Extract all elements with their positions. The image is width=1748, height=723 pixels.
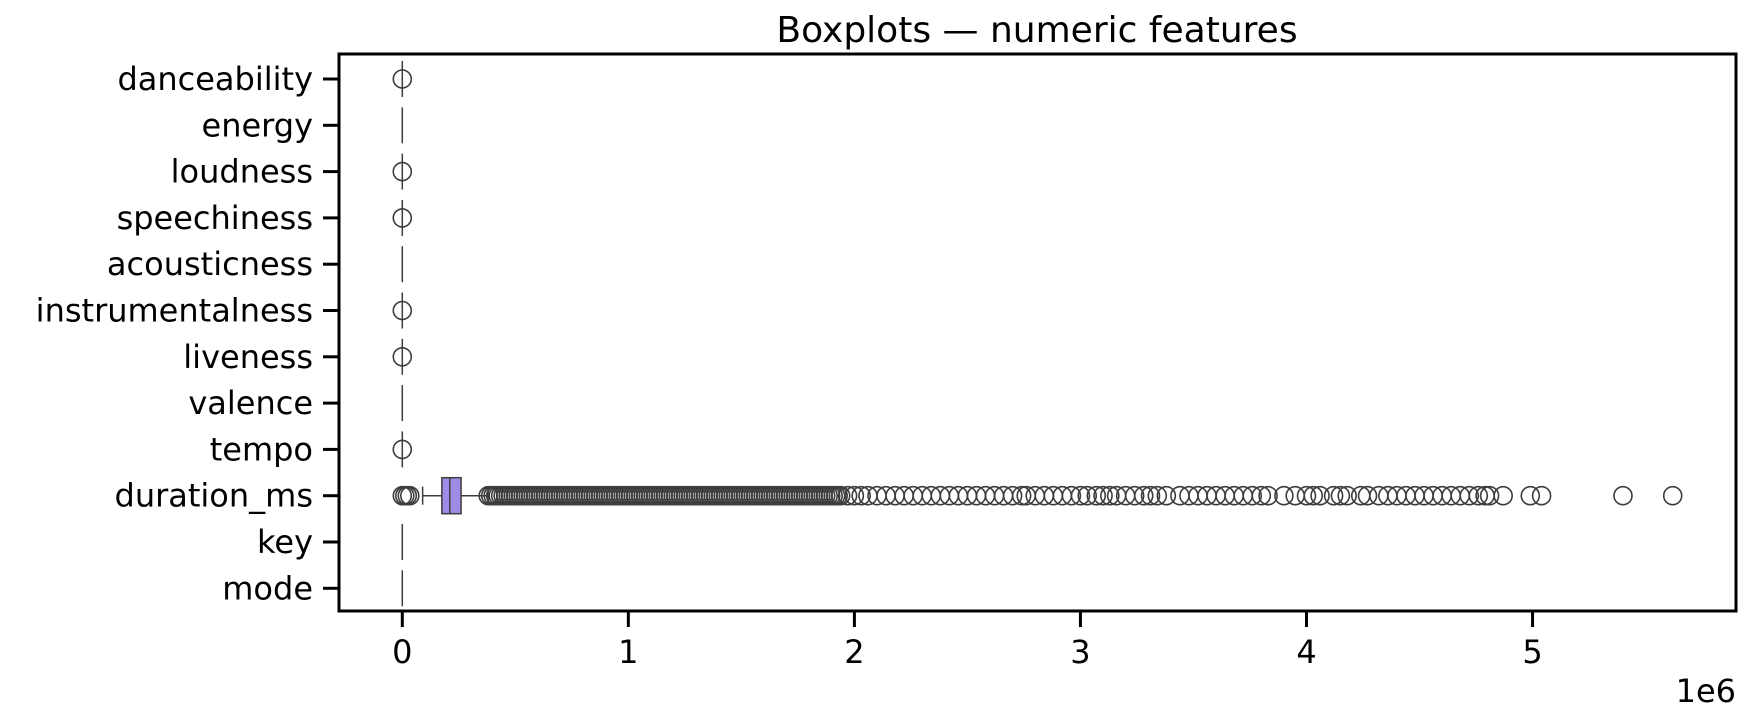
outlier-point [1002,485,1023,506]
outlier-point [1147,485,1168,506]
outlier-point [837,485,858,506]
x-axis-offset-label: 1e6 [1676,672,1736,710]
x-tick-label: 3 [1070,633,1090,671]
outlier-point [1086,485,1107,506]
outlier-point [1133,485,1154,506]
outlier-point [1251,485,1272,506]
outlier-point [1011,485,1032,506]
outlier-point [392,161,413,182]
y-tick-label-acousticness: acousticness [107,245,313,283]
outlier-point [1303,485,1324,506]
outlier-point [1531,485,1552,506]
outlier-point [1520,485,1541,506]
outlier-point [1337,485,1357,506]
box [441,476,462,515]
outlier-point [1468,485,1489,506]
outlier-point [1124,485,1145,506]
outlier-point [1140,485,1161,506]
outlier-point [392,439,413,460]
outlier-point [1285,485,1305,506]
outlier-point [851,485,871,506]
x-tick-label: 2 [844,633,864,671]
outlier-point [392,69,413,89]
plot-area [392,61,1683,607]
outlier-point [1459,485,1480,506]
boxplot-liveness [392,338,413,375]
y-tick-label-duration_ms: duration_ms [115,477,314,515]
outlier-point [1156,485,1177,506]
y-tick-label-tempo: tempo [210,430,313,468]
outlier-point [1077,485,1098,506]
boxplot-instrumentalness [392,292,413,329]
boxplot-duration_ms [392,476,1683,515]
x-tick-label: 0 [392,633,412,671]
chart-title: Boxplots — numeric features [776,10,1297,51]
outlier-point [1274,485,1294,506]
y-tick-label-energy: energy [202,106,314,144]
outlier-point [1493,485,1513,506]
y-axis: danceability energy loudness speechiness aco… [36,60,339,607]
outlier-point [1258,485,1278,506]
outlier-point [392,208,413,228]
outlier-point [1662,485,1683,506]
outlier-point [392,346,413,367]
outlier-point [1613,485,1633,506]
y-tick-label-key: key [257,523,313,561]
y-tick-label-mode: mode [222,569,313,607]
x-tick-label: 1 [618,633,638,671]
outlier-point [1061,485,1082,506]
boxplot-danceability [392,61,413,97]
outlier-point [1296,485,1317,506]
outlier-point [1100,485,1120,506]
y-tick-label-valence: valence [188,384,313,422]
outlier-point [392,300,413,321]
outlier-point [1323,485,1344,506]
x-tick-label: 4 [1296,633,1316,671]
outlier-point [1242,485,1263,506]
y-tick-label-speechiness: speechiness [117,199,313,237]
outlier-point [399,485,420,506]
outlier-point [1070,485,1091,506]
y-tick-label-instrumentalness: instrumentalness [36,292,313,330]
boxplot-speechiness [392,199,413,236]
x-axis: 0 1 2 3 4 5 [392,611,1543,671]
y-tick-label-loudness: loudness [171,153,313,191]
y-tick-label-liveness: liveness [183,338,313,376]
outlier-point [830,485,851,506]
outlier-point [1310,485,1330,506]
boxplot-tempo [392,431,413,468]
outlier-point [1330,485,1351,506]
plot-frame [337,52,1738,613]
x-tick-label: 5 [1522,633,1542,671]
y-tick-label-danceability: danceability [117,60,313,98]
outlier-point [844,485,865,506]
outlier-point [1479,485,1500,506]
outlier-point [1093,485,1113,506]
outlier-point [1357,485,1378,506]
boxplot-loudness [392,153,413,190]
